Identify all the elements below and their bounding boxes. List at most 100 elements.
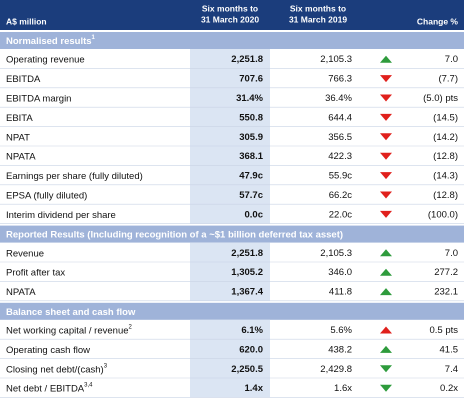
- section-bar: [0, 32, 464, 49]
- value-2019: 1.6x: [334, 383, 352, 394]
- value-2020: 31.4%: [236, 93, 263, 104]
- value-2019: 644.4: [328, 112, 352, 123]
- value-2020: 57.7c: [239, 190, 263, 201]
- header-2019: Six months to: [290, 3, 346, 13]
- change-value: (100.0): [428, 209, 458, 220]
- value-2020: 2,251.8: [231, 54, 263, 65]
- value-2019: 36.4%: [325, 93, 352, 104]
- change-value: (14.2): [433, 132, 458, 143]
- value-2019: 66.2c: [329, 190, 352, 201]
- section-title: Balance sheet and cash flow: [6, 306, 136, 317]
- value-2019: 438.2: [328, 344, 352, 355]
- row-label-text: Profit after tax: [6, 267, 65, 278]
- value-2020: 550.8: [239, 112, 263, 123]
- row-label: Profit after tax: [6, 267, 65, 278]
- section-title: Normalised results1: [6, 35, 96, 47]
- section-title-text: Normalised results: [6, 36, 92, 47]
- value-2020: 2,250.5: [231, 364, 263, 375]
- change-value: 0.2x: [440, 383, 458, 394]
- row-label: EPSA (fully diluted): [6, 190, 87, 201]
- trend-arrow: [380, 210, 392, 218]
- value-2020: 2,251.8: [231, 248, 263, 259]
- change-value: 0.5 pts: [429, 325, 458, 336]
- value-2020: 1,367.4: [231, 287, 263, 298]
- trend-arrow: [380, 191, 392, 199]
- row-label: Operating cash flow: [6, 344, 90, 355]
- trend-arrow: [380, 365, 392, 373]
- change-value: (12.8): [433, 151, 458, 162]
- current-column: [190, 242, 270, 301]
- row-label: NPAT: [6, 132, 30, 143]
- value-2019: 2,429.8: [320, 364, 352, 375]
- trend-arrow: [380, 133, 392, 141]
- footnote-marker: 3,4: [84, 382, 93, 388]
- header-2020: Six months to: [202, 3, 258, 13]
- change-value: 41.5: [440, 344, 459, 355]
- value-2019: 356.5: [328, 132, 352, 143]
- row-label: Closing net debt/(cash)3: [6, 363, 108, 375]
- header-2020: 31 March 2020: [201, 14, 259, 24]
- section-title-text: Reported Results (Including recognition …: [6, 229, 343, 240]
- trend-arrow: [380, 75, 392, 83]
- change-value: 7.0: [445, 54, 458, 65]
- value-2019: 422.3: [328, 151, 352, 162]
- header-change: Change %: [417, 16, 459, 26]
- row-label-text: EBITDA margin: [6, 93, 71, 104]
- value-2019: 346.0: [328, 267, 352, 278]
- row-label-text: EPSA (fully diluted): [6, 190, 87, 201]
- row-label: Earnings per share (fully diluted): [6, 171, 143, 182]
- value-2020: 47.9c: [239, 171, 263, 182]
- row-label: Revenue: [6, 248, 44, 259]
- change-value: (14.3): [433, 171, 458, 182]
- value-2020: 707.6: [239, 74, 263, 85]
- row-label: EBITA: [6, 112, 33, 123]
- value-2019: 2,105.3: [320, 54, 352, 65]
- change-value: (7.7): [438, 74, 458, 85]
- value-2020: 305.9: [239, 132, 263, 143]
- value-2020: 0.0c: [245, 209, 264, 220]
- trend-arrow: [380, 384, 392, 392]
- change-value: (14.5): [433, 112, 458, 123]
- change-value: (12.8): [433, 190, 458, 201]
- trend-arrow: [380, 172, 392, 180]
- header-label: A$ million: [6, 16, 47, 26]
- value-2020: 1,305.2: [231, 267, 263, 278]
- value-2019: 766.3: [328, 74, 352, 85]
- value-2019: 22.0c: [329, 209, 352, 220]
- row-label: NPATA: [6, 287, 36, 298]
- value-2019: 411.8: [329, 287, 352, 298]
- row-label-text: NPAT: [6, 132, 30, 143]
- row-label-text: Revenue: [6, 248, 44, 259]
- row-label-text: Net working capital / revenue: [6, 325, 129, 336]
- section-title-text: Balance sheet and cash flow: [6, 306, 136, 317]
- row-label: Net working capital / revenue2: [6, 324, 133, 336]
- row-label: NPATA: [6, 151, 36, 162]
- row-label-text: Closing net debt/(cash): [6, 364, 104, 375]
- trend-arrow: [380, 249, 392, 257]
- row-label-text: EBITA: [6, 112, 33, 123]
- section-title: Reported Results (Including recognition …: [6, 229, 343, 240]
- row-label-text: Earnings per share (fully diluted): [6, 171, 143, 182]
- footnote-marker: 3: [104, 363, 108, 369]
- value-2020: 620.0: [239, 344, 263, 355]
- change-value: 7.0: [445, 248, 458, 259]
- row-label-text: Net debt / EBITDA: [6, 383, 85, 394]
- value-2020: 368.1: [239, 151, 263, 162]
- footnote-marker: 1: [92, 35, 96, 41]
- row-label: Operating revenue: [6, 54, 85, 65]
- row-label-text: NPATA: [6, 151, 36, 162]
- row-label-text: Operating cash flow: [6, 344, 90, 355]
- row-label: Net debt / EBITDA3,4: [6, 382, 93, 394]
- section-bar: [0, 225, 464, 243]
- trend-arrow: [380, 345, 392, 353]
- value-2020: 1.4x: [245, 383, 264, 394]
- change-value: 232.1: [434, 287, 458, 298]
- header-bar: [0, 0, 464, 30]
- section-bar: [0, 302, 464, 320]
- current-column: [190, 49, 270, 224]
- row-label-text: NPATA: [6, 287, 36, 298]
- trend-arrow: [380, 94, 392, 102]
- trend-arrow: [380, 113, 392, 121]
- value-2019: 5.6%: [330, 325, 352, 336]
